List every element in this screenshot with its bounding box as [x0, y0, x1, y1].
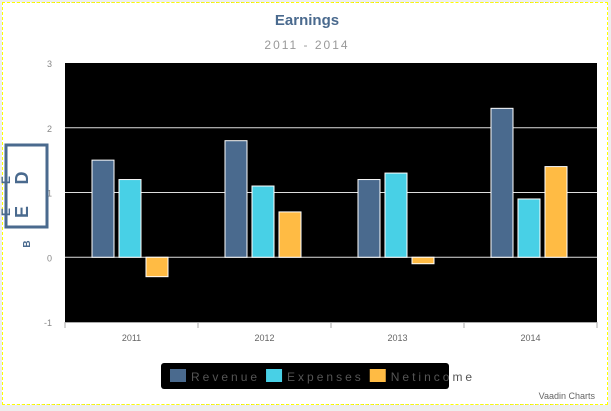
bar-netincome — [278, 211, 302, 258]
bar-netincome — [145, 256, 169, 278]
y-axis-title-glyph: E — [12, 206, 32, 218]
chart-title: Earnings — [275, 12, 339, 29]
legend-item-revenue[interactable]: Revenue — [191, 370, 260, 384]
y-axis-title: D E E E B — [0, 143, 49, 248]
bar-revenue — [91, 159, 115, 258]
x-tick-label: 2011 — [122, 333, 141, 343]
y-tick-label: 3 — [47, 59, 52, 69]
legend-swatch-revenue — [170, 369, 186, 382]
bar-expenses — [118, 179, 142, 258]
x-tick-label: 2012 — [254, 333, 274, 343]
y-tick-label: 2 — [47, 124, 52, 134]
bar-revenue — [490, 107, 514, 258]
legend-swatch-netincome — [369, 369, 386, 382]
y-tick-label: 1 — [47, 189, 52, 199]
bar-expenses — [517, 198, 541, 258]
credits[interactable]: Vaadin Charts — [539, 391, 596, 401]
legend-swatch-expenses — [266, 369, 283, 382]
bar-revenue — [224, 140, 248, 258]
bar-netincome — [544, 166, 568, 258]
bar-netincome — [411, 256, 435, 265]
legend-item-expenses[interactable]: Expenses — [287, 370, 364, 384]
y-axis-title-glyph: B — [22, 240, 33, 247]
legend-item-netincome[interactable]: Netincome — [391, 370, 475, 384]
bar-expenses — [384, 172, 408, 258]
y-axis-title-glyph: E — [0, 208, 13, 216]
chart-subtitle: 2011 - 2014 — [264, 38, 349, 52]
bar-revenue — [357, 179, 381, 258]
x-tick-label: 2013 — [387, 333, 407, 343]
y-axis-title-glyph: D — [12, 172, 32, 185]
x-tick-label: 2014 — [520, 333, 540, 343]
y-tick-label: -1 — [44, 318, 52, 328]
y-axis-title-glyph: E — [0, 176, 13, 184]
y-tick-label: 0 — [47, 253, 52, 263]
bar-expenses — [251, 185, 275, 258]
